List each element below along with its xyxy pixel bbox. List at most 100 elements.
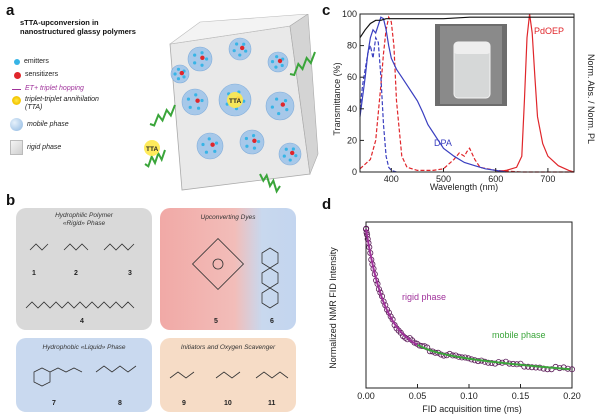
chart-c-pdoep-label: PdOEP [534,26,564,36]
molecule-7-chain [49,367,83,373]
pd-center-structure [212,258,224,270]
chart-c-xtick-label: 500 [436,174,451,184]
compound-number: 11 [268,400,276,407]
emitter-dot [238,53,242,57]
sensitizer-dot [277,58,283,64]
emitter-dot [275,55,279,59]
emitter-dot [196,106,201,110]
sensitizer-dot [210,142,215,147]
emitter-dot [256,139,261,144]
compound-number: 2 [74,270,78,277]
rigid-phase-block-icon [10,140,23,155]
arrow-icon [12,88,21,90]
sensitizer-dot [179,70,184,76]
chart-c-xtick-label: 600 [488,174,503,184]
emitter-dot [204,150,209,154]
chart-c-xtick-label: 700 [540,174,555,184]
panel-a-title-line1: sTTA-upconversion in [20,18,99,27]
panel-d-letter: d [322,196,332,213]
emitter-dot [244,49,248,53]
legend-sensitizers: sensitizers [14,71,58,79]
initiator-structures [169,371,289,379]
chart-d-data-point [488,359,495,366]
emitter-dot [274,65,278,69]
emitter-dot [200,63,204,67]
panel-b-letter: b [6,192,16,209]
porphyrin-ring-structure [191,237,245,291]
emitter-dot [213,149,217,153]
emitter-dot [245,144,249,148]
compound-number: 5 [214,318,218,325]
chart-c-ytick-label: 100 [342,9,357,19]
emitter-dot [193,61,197,65]
box-rigid-title: Hydrophilic Polymer «Rigid» Phase [55,212,113,227]
absorption-spectrum-chart: Transmittance (%) Norm. Abs. / Norm. PL … [332,9,596,192]
box-rigid-phase: Hydrophilic Polymer «Rigid» Phase 1 2 3 … [16,208,152,330]
chart-d-data-point [560,364,567,371]
sensitizer-dot [280,102,285,107]
emitter-dot [200,98,204,103]
emitter-dot [294,154,298,158]
emitter-dot [194,93,198,97]
chart-d-mobile-fit [417,343,570,371]
chart-d-data-point [502,358,509,365]
legend-tta: triplet-triplet annihilation (TTA) [12,96,99,112]
emitter-dot [201,142,205,147]
polymer-chain [289,51,316,77]
molecule-1-structure [29,243,49,251]
panel-a-letter: a [6,2,15,19]
chart-d-data-point [528,364,535,371]
dyes-structures [191,237,279,309]
chart-c-ytick-label: 20 [347,135,357,145]
legend-emitters: emitters [14,58,49,66]
legend-rigid-phase: rigid phase [10,140,61,155]
chart-c-ytick-label: 0 [352,167,357,177]
emitter-dot [282,154,286,158]
box-initiators: Initiators and Oxygen Scavenger 9 10 11 [160,338,296,412]
emitter-dot-icon [14,59,20,65]
box-upconverting-dyes: Upconverting Dyes 5 6 [160,208,296,330]
chart-c-series-line [359,35,397,173]
molecule-4-structure [25,301,135,309]
chart-c-series-line [359,15,574,173]
tta-star-icon [12,96,21,105]
emitter-dot [176,67,181,71]
mobile-phase-sphere [265,91,295,121]
legend-et-hopping: ET+ triplet hopping [12,85,84,93]
liquid-phase-structures [33,365,137,387]
cube-top-face [169,14,309,45]
chart-d-data-point [492,360,499,367]
tta-label-2: TTA [146,146,158,153]
emitter-dot [270,105,274,109]
chart-d-data-point [485,359,492,366]
compound-number: 9 [182,400,186,407]
box-dyes-title: Upconverting Dyes [200,214,256,221]
mobile-phase-sphere-icon [10,118,23,131]
anthracene-bottom-ring [261,287,279,309]
emitter-dot [200,51,204,55]
molecule-8-chain [95,365,137,373]
mobile-phase-sphere [278,142,302,166]
compound-number: 4 [80,318,84,325]
chart-d-xtick-label: 0.00 [357,391,375,401]
chart-c-ylabel-right: Norm. Abs. / Norm. PL [586,54,596,144]
mobile-phase-sphere [267,51,289,73]
chart-c-series-line [359,16,507,173]
sensitizer-dot [200,55,205,60]
emitter-dot [186,97,191,101]
emitter-dot [275,97,279,101]
sensitizer-dot-icon [14,71,21,79]
chart-c-series-line [495,13,575,173]
chart-d-xlabel: FID acquisition time (ms) [422,404,522,414]
emitter-dot [193,53,197,57]
polymer-chain [149,104,176,127]
mobile-phase-sphere [187,46,213,72]
tta-label-1: TTA [229,98,241,105]
nmr-fid-chart: Normalized NMR FID Intensity FID acquisi… [328,221,581,414]
chart-c-ylabel-left: Transmittance (%) [332,62,342,135]
panel-a-title-line2: nanostructured glassy polymers [20,27,136,36]
molecule-2-structure [63,243,89,251]
chart-d-mobile-label: mobile phase [492,330,546,340]
chart-d-frame [365,221,573,389]
legend-mobile-phase: mobile phase [10,118,69,131]
